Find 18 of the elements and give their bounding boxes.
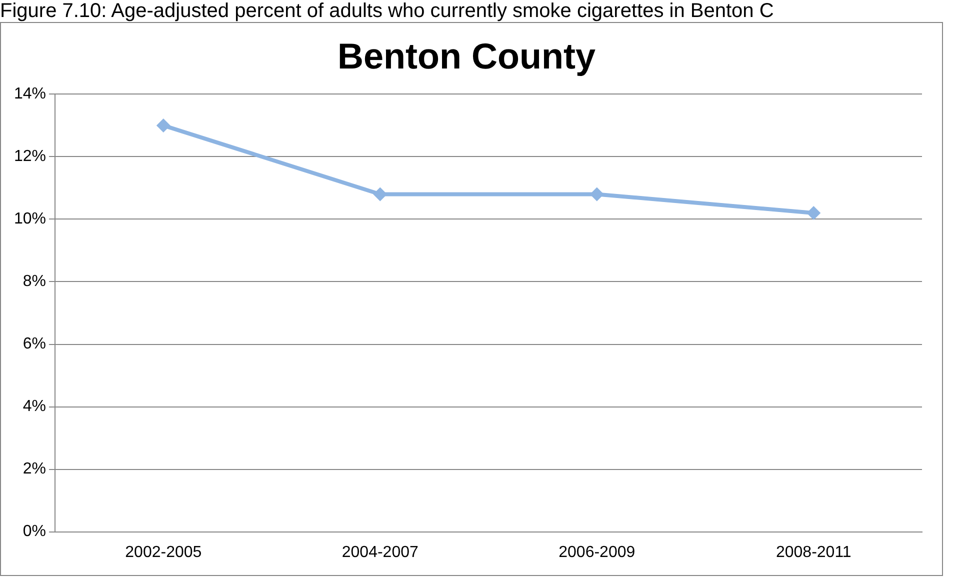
x-tick-label: 2002-2005 <box>125 544 202 561</box>
point <box>590 187 604 202</box>
y-tick-label: 12% <box>14 148 46 166</box>
x-tick-label: 2006-2009 <box>558 544 636 561</box>
y-tick-label: 2% <box>22 460 46 478</box>
y-tick-label: 8% <box>22 273 46 290</box>
x-tick-label: 2008-2011 <box>776 544 852 561</box>
y-tick-label: 14% <box>14 86 46 103</box>
chart-title: Benton County <box>338 36 596 77</box>
point <box>806 206 821 220</box>
point <box>373 187 388 202</box>
y-tick-label: 4% <box>22 398 46 416</box>
point <box>156 118 170 132</box>
caption: Figure 7.10: Age-adjusted percent of adults who currently smoke cigarettes in Benton C <box>0 0 775 22</box>
x-tick-label: 2004-2007 <box>342 544 418 561</box>
y-tick-label: 10% <box>14 210 46 228</box>
y-tick-label: 6% <box>22 336 46 353</box>
y-tick-label: 0% <box>22 523 46 540</box>
